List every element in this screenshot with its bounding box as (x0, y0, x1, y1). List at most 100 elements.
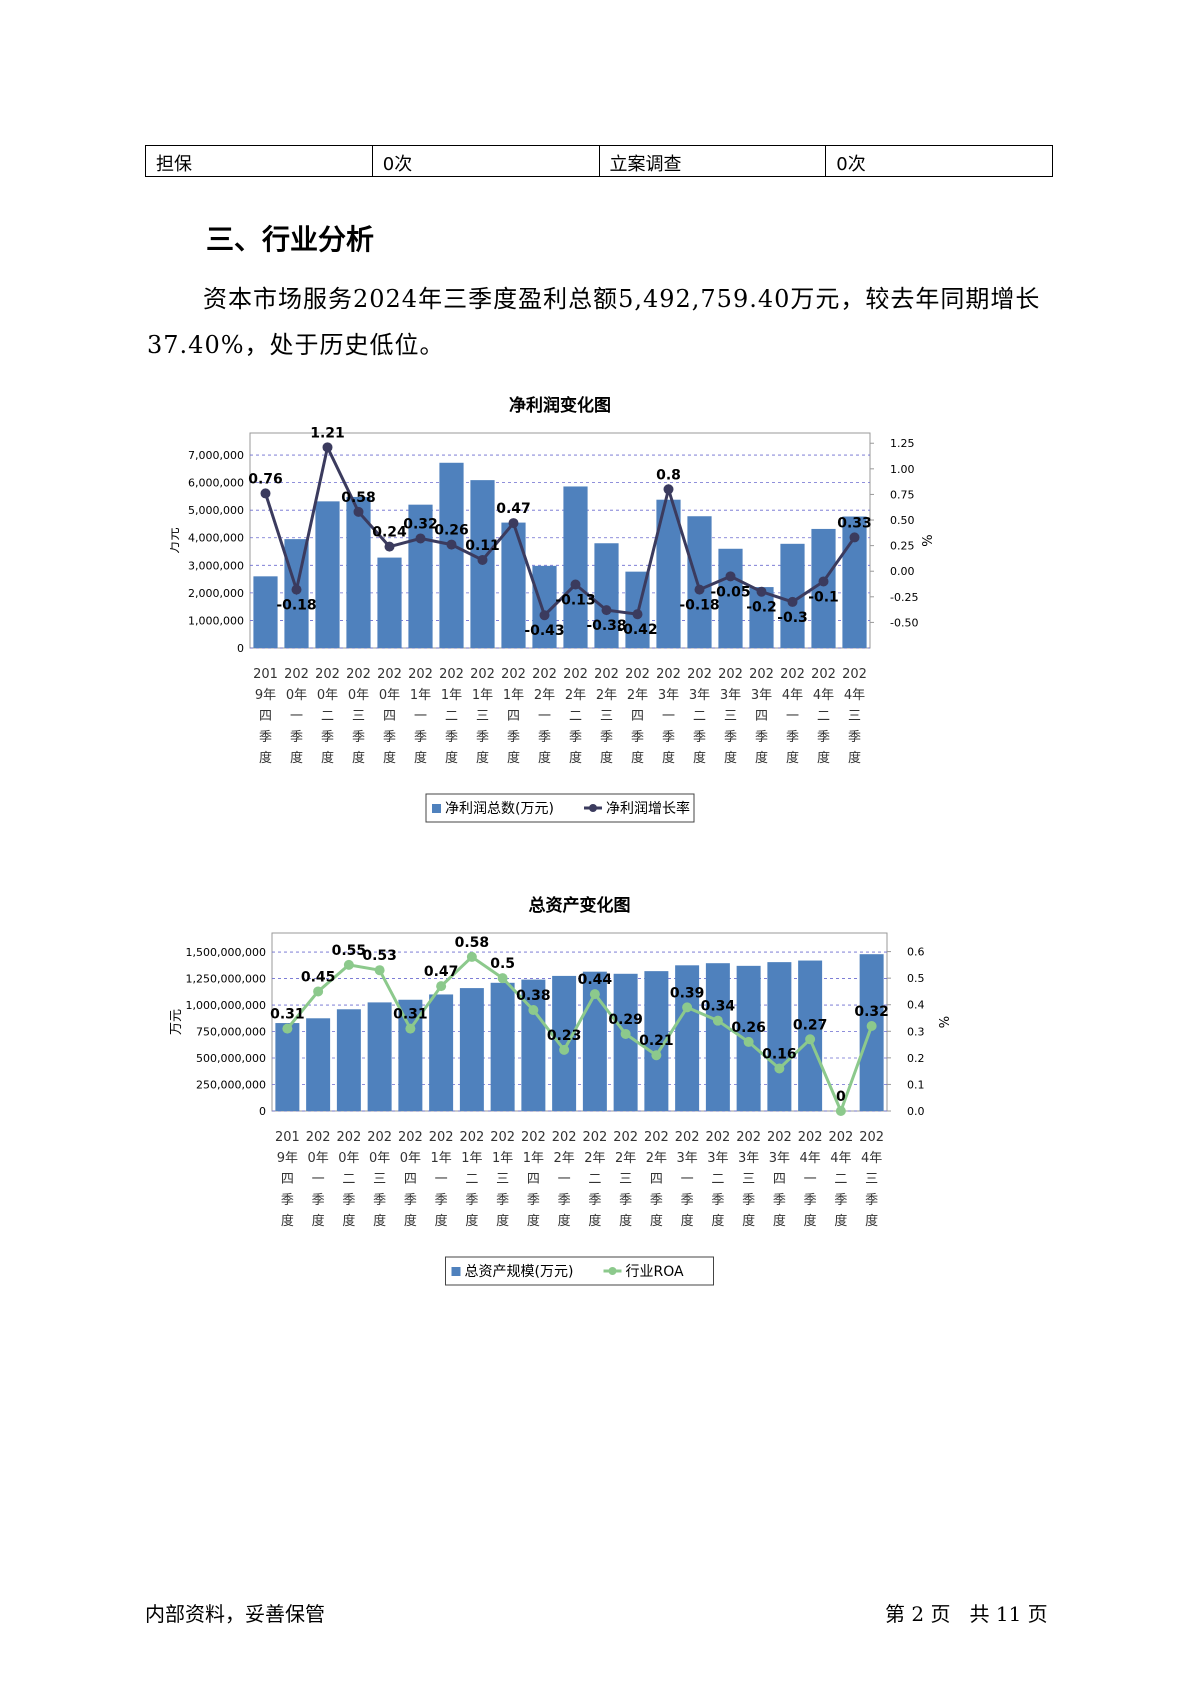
x-tick-label: 4年 (844, 688, 865, 703)
x-tick-label: 202 (398, 1130, 423, 1145)
x-tick-label: 202 (767, 1130, 792, 1145)
data-label: -0.18 (679, 598, 719, 614)
x-tick-label: 3年 (769, 1151, 790, 1166)
x-tick-label: 0年 (369, 1151, 390, 1166)
x-tick-label: 2年 (615, 1151, 636, 1166)
x-tick-label: 1年 (410, 688, 431, 703)
x-tick-label: 2年 (584, 1151, 605, 1166)
x-tick-label: 四 (631, 709, 644, 724)
y-tick-label: 0 (237, 642, 244, 655)
footer-page-number: 第 2 页 共 11 页 (885, 1602, 1048, 1626)
y2-tick-label: 0.4 (907, 999, 925, 1012)
x-tick-label: 202 (306, 1130, 331, 1145)
bar (705, 963, 730, 1111)
x-tick-label: 度 (312, 1213, 325, 1229)
x-tick-label: 季 (558, 1193, 571, 1208)
x-tick-label: 一 (312, 1172, 325, 1187)
x-tick-label: 季 (588, 1193, 601, 1208)
x-tick-label: 4年 (861, 1151, 882, 1166)
x-tick-label: 4年 (782, 688, 803, 703)
data-label: 0.38 (516, 988, 551, 1004)
x-tick-label: 3年 (707, 1151, 728, 1166)
x-tick-label: 度 (600, 750, 613, 766)
x-tick-label: 季 (724, 730, 737, 745)
line-point (374, 965, 385, 976)
x-tick-label: 三 (848, 709, 861, 724)
x-tick-label: 度 (804, 1213, 817, 1229)
data-label: -0.43 (524, 623, 564, 639)
y-tick-label: 500,000,000 (196, 1052, 266, 1065)
x-tick-label: 度 (435, 1213, 448, 1229)
x-tick-label: 季 (476, 730, 489, 745)
x-tick-label: 度 (342, 1213, 355, 1229)
y-tick-label: 6,000,000 (188, 477, 244, 490)
x-tick-label: 202 (718, 667, 743, 682)
line-point (353, 506, 364, 517)
x-tick-label: 二 (817, 709, 830, 724)
net-profit-chart-svg: 净利润变化图 0 1,000,000 2,000,000 3,000,000 4,000,… (170, 395, 936, 823)
x-tick-label: 度 (465, 1213, 478, 1229)
x-tick-label: 季 (834, 1193, 847, 1208)
y2-tick-label: -0.25 (890, 591, 918, 604)
x-tick-label: 度 (558, 1213, 571, 1229)
y2-tick-label: 0.1 (907, 1078, 925, 1091)
line-point (559, 1044, 570, 1055)
line-point (446, 539, 457, 550)
x-tick-label: 202 (490, 1130, 515, 1145)
x-tick-label: 202 (346, 667, 371, 682)
y2-axis-label: % (921, 534, 936, 546)
x-tick-label: 0年 (317, 688, 338, 703)
x-tick-label: 三 (373, 1172, 386, 1187)
x-tick-label: 季 (711, 1193, 724, 1208)
bar (613, 973, 638, 1111)
data-label: 0.26 (434, 523, 469, 539)
x-tick-label: 202 (842, 667, 867, 682)
x-tick-label: 201 (275, 1130, 300, 1145)
x-tick-label: 3年 (658, 688, 679, 703)
bar (490, 982, 515, 1111)
x-tick-label: 季 (445, 730, 458, 745)
data-label: 0.5 (490, 956, 515, 972)
x-tick-label: 四 (259, 709, 272, 724)
y-tick-label: 250,000,000 (196, 1079, 266, 1092)
x-tick-label: 0年 (286, 688, 307, 703)
data-label: 0.32 (403, 516, 438, 532)
line-point (539, 610, 550, 621)
line-point (632, 609, 643, 620)
x-tick-label: 四 (507, 709, 520, 724)
total-assets-chart-svg: 总资产变化图 0 250,000,000 500,000,000 750,000,000… (170, 895, 953, 1286)
x-tick-label: 0年 (379, 688, 400, 703)
line-point (282, 1023, 293, 1034)
x-tick-label: 202 (675, 1130, 700, 1145)
x-tick-label: 一 (786, 709, 799, 724)
bar (687, 516, 712, 648)
x-tick-label: 202 (408, 667, 433, 682)
x-tick-label: 度 (538, 750, 551, 766)
x-tick-label: 2年 (534, 688, 555, 703)
x-tick-label: 202 (284, 667, 309, 682)
x-tick-label: 202 (336, 1130, 361, 1145)
bar (336, 1009, 361, 1111)
line-point (712, 1015, 723, 1026)
x-tick-label: 度 (445, 750, 458, 766)
table-row: 担保 0次 立案调查 0次 (145, 145, 1053, 177)
risk-summary-table: 担保 0次 立案调查 0次 (145, 145, 1053, 177)
x-tick-label: 一 (804, 1172, 817, 1187)
data-label: -0.38 (586, 618, 626, 634)
x-tick-label: 3年 (676, 1151, 697, 1166)
data-label: 1.21 (310, 425, 345, 441)
x-tick-label: 202 (625, 667, 650, 682)
x-tick-label: 季 (848, 730, 861, 745)
bar (552, 975, 577, 1111)
x-tick-label: 二 (569, 709, 582, 724)
bar (315, 501, 340, 648)
line-point (528, 1005, 539, 1016)
x-tick-label: 202 (656, 667, 681, 682)
table-cell: 立案调查 (598, 145, 827, 177)
line-point (756, 586, 767, 597)
x-tick-label: 二 (465, 1172, 478, 1187)
y-tick-label: 5,000,000 (188, 504, 244, 517)
line-point (477, 554, 488, 565)
line-point (508, 518, 519, 529)
data-label: 0.44 (578, 972, 613, 988)
